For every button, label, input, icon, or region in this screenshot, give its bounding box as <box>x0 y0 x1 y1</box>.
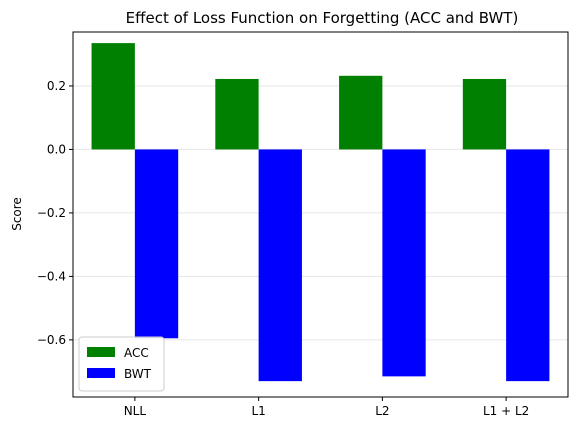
x-tick-label: L1 <box>251 404 265 418</box>
bar-acc <box>462 78 507 150</box>
y-axis-ticks: 0.2 0.0 −0.2 −0.4 −0.6 <box>37 79 73 347</box>
bar-bwt <box>506 149 550 382</box>
bar-acc <box>215 78 259 150</box>
y-axis-label: Score <box>10 197 24 231</box>
legend-label: BWT <box>124 367 152 381</box>
x-tick-label: L2 <box>375 404 389 418</box>
y-tick-label: −0.4 <box>37 269 66 283</box>
bar-bwt <box>134 149 179 339</box>
legend-label: ACC <box>124 346 149 360</box>
chart-title: Effect of Loss Function on Forgetting (A… <box>126 9 519 27</box>
y-tick-label: 0.0 <box>47 142 66 156</box>
plot-frame <box>72 31 569 398</box>
legend-swatch <box>87 347 115 357</box>
bar-acc <box>339 75 383 150</box>
x-tick-label: L1 + L2 <box>483 404 529 418</box>
bars <box>91 43 550 382</box>
legend: ACC BWT <box>78 336 165 392</box>
bar-acc <box>91 43 135 150</box>
y-tick-label: −0.2 <box>37 206 66 220</box>
legend-swatch <box>87 368 115 378</box>
legend-box <box>78 336 165 392</box>
y-tick-label: −0.6 <box>37 333 66 347</box>
y-tick-label: 0.2 <box>47 79 66 93</box>
bar-bwt <box>258 149 302 382</box>
x-axis-ticks: NLL L1 L2 L1 + L2 <box>124 397 529 418</box>
bar-bwt <box>382 149 426 377</box>
x-tick-label: NLL <box>124 404 147 418</box>
